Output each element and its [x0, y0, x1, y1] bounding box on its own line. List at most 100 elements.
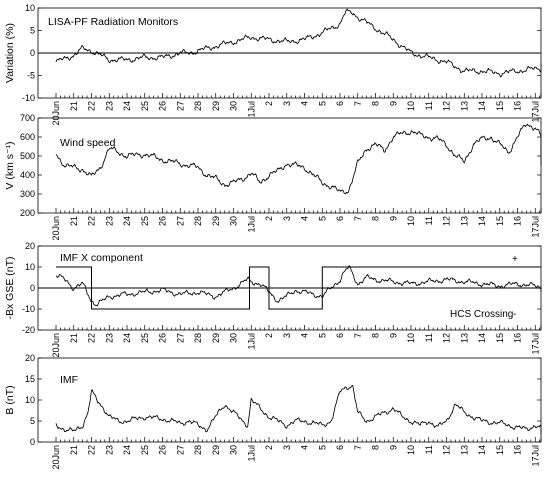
- x-tick-label: 20Jun: [51, 333, 61, 358]
- y-axis-label: B (nT): [4, 385, 16, 414]
- x-tick-label: 12: [442, 216, 452, 226]
- x-tick-label: 8: [371, 216, 381, 221]
- panel-title: Wind speed: [60, 137, 116, 149]
- x-tick-label: 4: [300, 216, 310, 221]
- x-tick-label: 4: [300, 445, 310, 450]
- x-tick-label: 29: [211, 216, 221, 226]
- x-tick-label: 13: [459, 216, 469, 226]
- x-tick-label: 2: [264, 101, 274, 106]
- x-tick-label: 11: [424, 101, 434, 110]
- x-tick-label: 27: [175, 216, 185, 226]
- y-tick-label: 10: [25, 262, 35, 272]
- y-tick-label: 0: [30, 283, 35, 293]
- x-tick-label: 27: [175, 101, 185, 111]
- y-tick-label: 10: [25, 395, 35, 405]
- x-tick-label: 2: [264, 333, 274, 338]
- x-tick-label: 7: [353, 445, 363, 450]
- y-tick-label: -10: [22, 93, 35, 103]
- x-tick-label: 15: [495, 216, 505, 226]
- x-tick-label: 12: [442, 101, 452, 111]
- x-tick-label: 25: [140, 216, 150, 226]
- x-tick-label: 14: [477, 101, 487, 111]
- x-tick-label: 9: [388, 216, 398, 221]
- x-tick-label: 9: [388, 101, 398, 106]
- x-tick-label: 20Jun: [51, 101, 61, 126]
- y-tick-label: 500: [20, 151, 35, 161]
- x-tick-label: 16: [513, 101, 523, 111]
- y-tick-label: 300: [20, 189, 35, 199]
- x-tick-label: 22: [87, 216, 97, 226]
- x-tick-label: 30: [229, 333, 239, 343]
- x-tick-label: 5: [317, 333, 327, 338]
- x-tick-label: 8: [371, 333, 381, 338]
- plot-frame: [37, 357, 542, 443]
- x-tick-label: 11: [424, 333, 434, 342]
- hcs-crossing-line: [56, 266, 541, 310]
- x-tick-label: 4: [300, 333, 310, 338]
- x-tick-label: 22: [87, 333, 97, 343]
- plot-frame: [37, 117, 542, 214]
- x-tick-label: 15: [495, 333, 505, 343]
- annotation: +: [512, 254, 518, 265]
- y-tick-label: 700: [20, 113, 35, 123]
- x-tick-label: 23: [104, 333, 114, 343]
- x-tick-label: 27: [175, 445, 185, 455]
- x-tick-label: 9: [388, 445, 398, 450]
- x-tick-label: 26: [158, 216, 168, 226]
- x-tick-label: 8: [371, 445, 381, 450]
- y-tick-label: 5: [30, 26, 35, 36]
- x-tick-label: 9: [388, 333, 398, 338]
- x-tick-label: 6: [335, 445, 345, 450]
- x-tick-label: 14: [477, 445, 487, 455]
- y-tick-label: 15: [25, 374, 35, 384]
- annotation: -: [513, 309, 516, 320]
- x-tick-label: 3: [282, 445, 292, 450]
- x-tick-label: 6: [335, 216, 345, 221]
- x-tick-label: 28: [193, 216, 203, 226]
- x-tick-label: 27: [175, 333, 185, 343]
- series-line: [55, 265, 542, 307]
- x-tick-label: 30: [229, 445, 239, 455]
- x-tick-label: 3: [282, 101, 292, 106]
- x-tick-label: 22: [87, 101, 97, 111]
- y-tick-label: 10: [25, 3, 35, 13]
- x-tick-label: 28: [193, 445, 203, 455]
- x-tick-label: 1Jul: [246, 216, 256, 233]
- x-tick-label: 29: [211, 101, 221, 111]
- x-tick-label: 30: [229, 101, 239, 111]
- y-tick-label: 0: [30, 48, 35, 58]
- x-tick-label: 30: [229, 216, 239, 226]
- y-tick-label: 0: [30, 437, 35, 447]
- y-tick-label: 200: [20, 208, 35, 218]
- x-tick-label: 22: [87, 445, 97, 455]
- x-tick-label: 25: [140, 445, 150, 455]
- x-tick-label: 2: [264, 445, 274, 450]
- series-line: [55, 8, 542, 78]
- x-tick-label: 29: [211, 333, 221, 343]
- x-tick-label: 10: [406, 101, 416, 111]
- series-line: [55, 384, 542, 436]
- x-tick-label: 1Jul: [246, 333, 256, 350]
- x-tick-label: 7: [353, 216, 363, 221]
- y-tick-label: -10: [22, 304, 35, 314]
- x-tick-label: 17Jul: [530, 333, 540, 355]
- x-tick-label: 29: [211, 445, 221, 455]
- x-tick-label: 11: [424, 445, 434, 454]
- panel-title: IMF X component: [60, 252, 143, 264]
- x-tick-label: 2: [264, 216, 274, 221]
- x-tick-label: 13: [459, 101, 469, 111]
- x-tick-label: 28: [193, 101, 203, 111]
- y-axis-label: Variation (%): [4, 23, 16, 83]
- x-tick-label: 26: [158, 445, 168, 455]
- x-tick-label: 25: [140, 333, 150, 343]
- y-tick-label: 5: [30, 416, 35, 426]
- x-tick-label: 1Jul: [246, 445, 256, 462]
- x-tick-label: 14: [477, 216, 487, 226]
- x-tick-label: 24: [122, 333, 132, 343]
- x-tick-label: 3: [282, 216, 292, 221]
- x-tick-label: 8: [371, 101, 381, 106]
- x-tick-label: 16: [513, 333, 523, 343]
- x-tick-label: 17Jul: [530, 101, 540, 123]
